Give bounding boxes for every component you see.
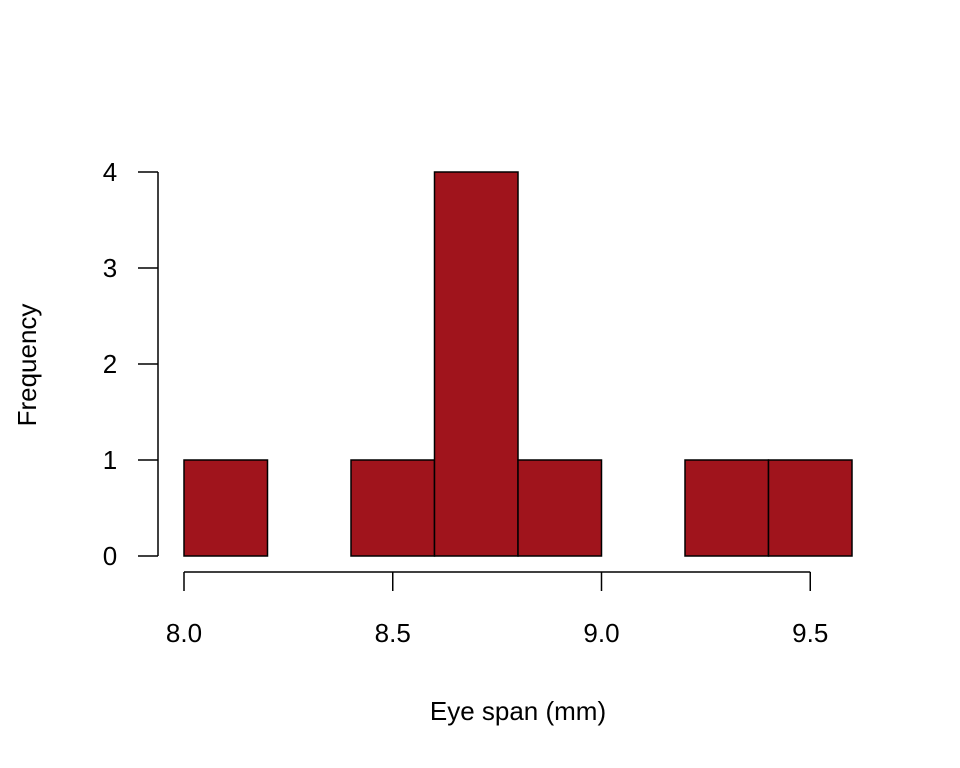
histogram-bar (684, 459, 770, 557)
y-tick-label: 2 (103, 349, 117, 379)
x-tick-label: 8.0 (166, 618, 202, 648)
histogram-bar (433, 171, 519, 557)
y-axis-title: Frequency (12, 304, 42, 427)
y-axis: 0 1 2 3 4 (103, 157, 159, 571)
y-tick-label: 3 (103, 253, 117, 283)
histogram-bar (350, 459, 436, 557)
x-axis: 8.0 8.5 9.0 9.5 (166, 571, 828, 648)
x-axis-title: Eye span (mm) (430, 696, 606, 726)
y-tick-label: 1 (103, 445, 117, 475)
x-tick-label: 9.0 (583, 618, 619, 648)
histogram-bar (517, 459, 603, 557)
histogram-bar (767, 459, 853, 557)
bars-layer (183, 171, 853, 557)
x-tick-label: 8.5 (375, 618, 411, 648)
y-tick-label: 0 (103, 541, 117, 571)
x-tick-label: 9.5 (792, 618, 828, 648)
histogram-bar (183, 459, 269, 557)
y-tick-label: 4 (103, 157, 117, 187)
